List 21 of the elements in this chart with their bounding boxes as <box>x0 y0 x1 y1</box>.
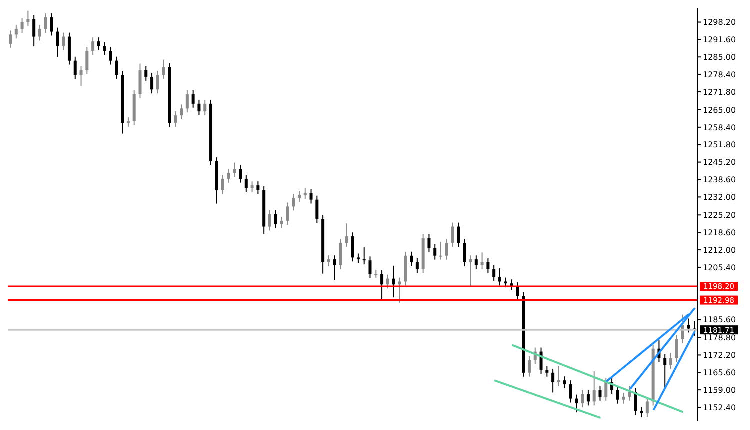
y-tick-label: 1218.60 <box>703 228 736 238</box>
y-tick-label: 1159.00 <box>703 386 736 395</box>
y-tick-label: 1225.20 <box>703 211 736 220</box>
y-tick-label: 1251.80 <box>703 140 736 150</box>
y-tick-label: 1285.00 <box>703 52 736 62</box>
y-tick-label: 1178.80 <box>703 334 736 343</box>
y-tick-label: 1238.60 <box>703 176 736 185</box>
y-tick-label: 1172.20 <box>703 351 736 360</box>
y-tick-label: 1278.40 <box>703 70 736 80</box>
y-tick-label: 1185.60 <box>703 316 736 325</box>
y-tick-label: 1232.00 <box>703 193 736 202</box>
y-tick-label: 1298.20 <box>703 18 736 28</box>
y-tick-label: 1152.40 <box>703 403 736 412</box>
y-tick-label: 1245.20 <box>703 158 736 168</box>
y-tick-label: 1205.40 <box>703 263 736 272</box>
y-tick-label: 1258.40 <box>703 123 736 132</box>
y-tick-label: 1265.00 <box>703 106 736 115</box>
y-tick-label: 1212.00 <box>703 246 736 255</box>
y-tick-label: 1291.60 <box>703 36 736 45</box>
y-tick-label: 1165.60 <box>703 368 736 378</box>
y-tick-label: 1271.80 <box>703 88 736 97</box>
